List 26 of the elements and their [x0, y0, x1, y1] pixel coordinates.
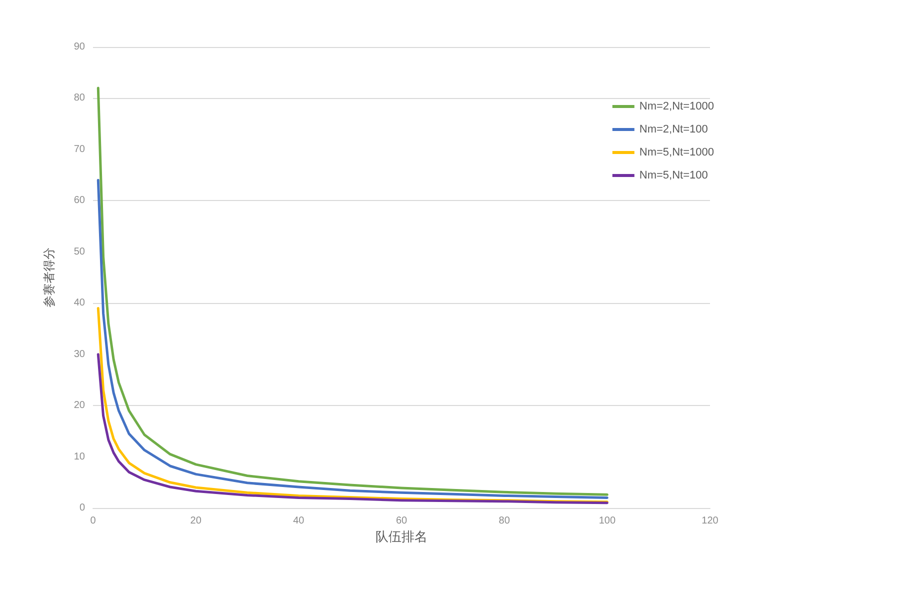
y-tick-label: 20	[74, 400, 86, 412]
y-tick-label: 70	[74, 144, 86, 155]
x-axis-title: 队伍排名	[376, 530, 428, 545]
legend-label: Nm=5,Nt=1000	[639, 146, 714, 158]
line-series	[96, 178, 608, 500]
x-tick-label: 80	[498, 516, 510, 526]
x-tick-label: 60	[396, 516, 408, 526]
line-series	[96, 353, 608, 504]
legend-label: Nm=2,Nt=100	[639, 124, 708, 136]
y-tick-label: 90	[74, 42, 86, 52]
y-axis-title: 参赛者得分	[42, 248, 56, 308]
legend-label: Nm=5,Nt=100	[639, 170, 708, 182]
y-tick-label: 60	[74, 195, 86, 206]
line-series	[96, 86, 608, 496]
x-tick-label: 0	[90, 516, 96, 526]
x-tick-label: 100	[598, 516, 616, 526]
x-tick-label: 20	[190, 516, 202, 526]
y-tick-label: 80	[74, 92, 86, 104]
y-tick-label: 50	[74, 246, 86, 258]
legend-label: Nm=2,Nt=1000	[639, 100, 714, 112]
y-tick-label: 30	[74, 348, 86, 360]
y-tick-label: 40	[74, 298, 86, 309]
x-tick-label: 40	[293, 516, 305, 526]
y-tick-label: 10	[74, 451, 86, 462]
x-tick-label: 120	[702, 516, 719, 526]
y-tick-label: 0	[79, 502, 86, 514]
